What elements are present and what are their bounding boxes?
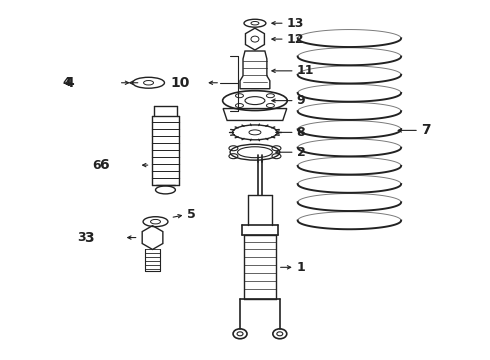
Text: 6: 6: [92, 159, 101, 172]
Text: 4: 4: [64, 76, 74, 90]
Text: 11: 11: [297, 64, 314, 77]
Text: 4: 4: [62, 76, 71, 89]
Text: 6: 6: [99, 158, 109, 172]
Text: 13: 13: [287, 17, 304, 30]
Text: 7: 7: [421, 123, 431, 138]
Text: 9: 9: [297, 94, 305, 107]
Text: 5: 5: [187, 208, 196, 221]
Text: 3: 3: [84, 230, 94, 244]
Text: 12: 12: [287, 33, 304, 46]
Text: 1: 1: [297, 261, 305, 274]
Text: 8: 8: [297, 126, 305, 139]
Text: 2: 2: [297, 146, 305, 159]
Text: 3: 3: [77, 231, 86, 244]
Text: 10: 10: [171, 76, 190, 90]
